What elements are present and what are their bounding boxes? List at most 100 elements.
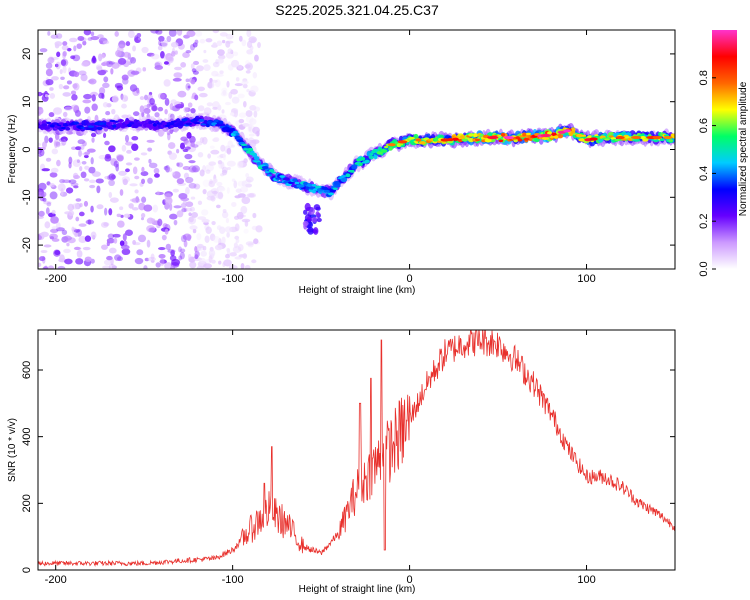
noise-speckle xyxy=(42,141,47,149)
noise-speckle xyxy=(171,50,176,57)
ridge-cell xyxy=(292,178,298,182)
noise-speckle xyxy=(234,235,240,240)
noise-speckle xyxy=(199,257,206,263)
ridge-cell xyxy=(87,125,95,128)
secondary-blob-cell xyxy=(304,202,311,211)
noise-speckle xyxy=(107,233,115,239)
noise-speckle xyxy=(49,92,56,99)
noise-speckle xyxy=(234,195,242,199)
noise-speckle xyxy=(83,93,93,100)
noise-speckle xyxy=(226,187,230,194)
noise-speckle xyxy=(134,36,142,43)
noise-speckle xyxy=(186,30,196,38)
noise-speckle xyxy=(133,242,141,246)
noise-speckle xyxy=(192,70,199,75)
noise-speckle xyxy=(157,92,165,100)
noise-speckle xyxy=(88,78,97,85)
ridge-cell xyxy=(276,181,284,184)
noise-speckle xyxy=(42,266,49,269)
noise-speckle xyxy=(196,65,204,72)
noise-speckle xyxy=(68,179,77,184)
noise-speckle xyxy=(100,53,105,59)
ridge-cell xyxy=(333,184,341,188)
ridge-cell xyxy=(198,118,205,122)
ridge-cell xyxy=(388,146,393,151)
ridge-cell xyxy=(253,156,260,161)
noise-speckle xyxy=(221,166,228,174)
noise-speckle xyxy=(188,182,197,189)
noise-speckle xyxy=(221,211,229,219)
noise-speckle xyxy=(214,244,223,251)
ridge-cell xyxy=(99,122,105,126)
noise-speckle xyxy=(108,191,113,199)
noise-speckle xyxy=(224,101,231,106)
noise-speckle xyxy=(239,186,249,193)
noise-speckle xyxy=(63,85,70,90)
noise-speckle xyxy=(234,256,242,260)
noise-speckle xyxy=(201,209,209,216)
noise-speckle xyxy=(249,133,255,137)
noise-speckle xyxy=(129,198,138,202)
noise-speckle xyxy=(91,137,95,143)
noise-speckle xyxy=(176,30,183,36)
noise-speckle xyxy=(67,203,75,212)
noise-speckle xyxy=(199,92,208,98)
noise-speckle xyxy=(180,62,187,68)
noise-speckle xyxy=(38,91,43,97)
noise-speckle xyxy=(147,147,153,152)
noise-speckle xyxy=(70,55,76,60)
ridge-cell xyxy=(500,132,506,137)
noise-speckle xyxy=(246,30,252,38)
noise-speckle xyxy=(160,92,167,100)
noise-speckle xyxy=(216,40,223,47)
noise-speckle xyxy=(210,259,216,264)
noise-speckle xyxy=(176,148,180,154)
ridge-cell xyxy=(384,145,389,149)
noise-speckle xyxy=(48,55,54,63)
noise-speckle xyxy=(98,87,106,95)
noise-speckle xyxy=(96,185,101,194)
ridge-cell xyxy=(311,184,317,187)
x-tick-label: 100 xyxy=(577,273,595,285)
snr-line-group xyxy=(38,330,675,567)
noise-speckle xyxy=(197,151,204,158)
ridge-cell xyxy=(294,181,300,185)
ridge-cell xyxy=(96,126,103,131)
noise-speckle xyxy=(66,47,72,52)
noise-speckle xyxy=(226,232,230,238)
ridge-cell xyxy=(341,175,347,178)
noise-speckle xyxy=(49,183,55,188)
noise-speckle xyxy=(233,180,238,189)
noise-speckle xyxy=(110,158,118,166)
noise-speckle xyxy=(168,142,176,150)
ridge-cell xyxy=(288,181,294,184)
noise-speckle xyxy=(225,253,230,259)
noise-speckle xyxy=(113,160,119,168)
noise-speckle xyxy=(226,147,232,155)
y-tick-label: 20 xyxy=(21,48,33,60)
noise-speckle xyxy=(125,168,130,173)
noise-speckle xyxy=(191,165,201,173)
noise-speckle xyxy=(217,186,226,192)
noise-speckle xyxy=(228,91,233,99)
ridge-cell xyxy=(271,171,277,174)
noise-speckle xyxy=(78,223,87,227)
ridge-cell xyxy=(275,177,281,180)
noise-speckle xyxy=(196,233,202,241)
noise-speckle xyxy=(193,60,200,66)
noise-speckle xyxy=(141,196,147,203)
x-tick-label: -200 xyxy=(45,574,67,586)
y-tick-label: 200 xyxy=(21,494,33,512)
snr-plot: -200 -100 0 100 0 200 400 600 Height of straigh… xyxy=(7,329,676,595)
noise-speckle xyxy=(111,95,119,103)
noise-speckle xyxy=(141,46,149,54)
ridge-cell xyxy=(551,132,557,136)
ridge-cell xyxy=(461,138,469,142)
ridge-cell xyxy=(332,187,338,190)
ridge-cell xyxy=(236,139,244,142)
noise-speckle xyxy=(91,94,96,102)
noise-speckle xyxy=(232,51,239,57)
noise-speckle xyxy=(63,248,71,254)
noise-speckle xyxy=(45,207,50,215)
noise-speckle xyxy=(48,112,55,118)
